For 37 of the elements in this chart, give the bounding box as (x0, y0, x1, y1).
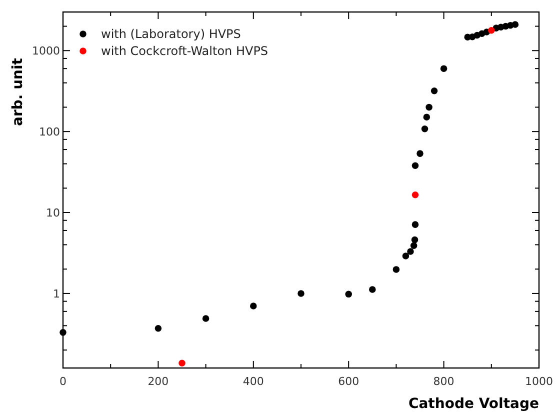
point (298, 290, 304, 297)
point (423, 114, 430, 120)
point (421, 125, 428, 132)
legend-label: with (Laboratory) HVPS (101, 27, 241, 41)
point (426, 104, 432, 111)
point (412, 162, 419, 169)
point (369, 286, 376, 293)
point (412, 192, 419, 198)
y-tick-label: 100 (39, 126, 60, 139)
y-tick-label: 1 (53, 287, 60, 300)
point (392, 266, 400, 273)
point (411, 236, 418, 244)
point (430, 88, 438, 94)
x-tick-label: 600 (338, 375, 360, 388)
y-tick-label: 10 (46, 206, 60, 220)
point (250, 302, 257, 310)
point (202, 315, 210, 322)
point (512, 21, 519, 28)
point (154, 325, 162, 332)
point (178, 360, 186, 366)
point (416, 150, 424, 157)
x-tick-label: 800 (433, 375, 454, 388)
y-axis-title: arb. unit (10, 58, 26, 126)
point (412, 221, 419, 228)
x-tick-label: 200 (148, 375, 169, 388)
point (488, 26, 495, 34)
y-tick-label: 1000 (32, 44, 60, 58)
point (440, 65, 448, 72)
x-tick-label: 400 (242, 375, 264, 388)
point (345, 290, 352, 298)
point (407, 248, 414, 255)
x-axis-title: Cathode Voltage (408, 396, 539, 412)
x-tick-label: 1000 (525, 375, 553, 388)
point (402, 252, 410, 260)
x-tick-label: 0 (60, 375, 66, 388)
legend-label: with Cockcroft-Walton HVPS (101, 44, 268, 58)
point (410, 242, 418, 249)
